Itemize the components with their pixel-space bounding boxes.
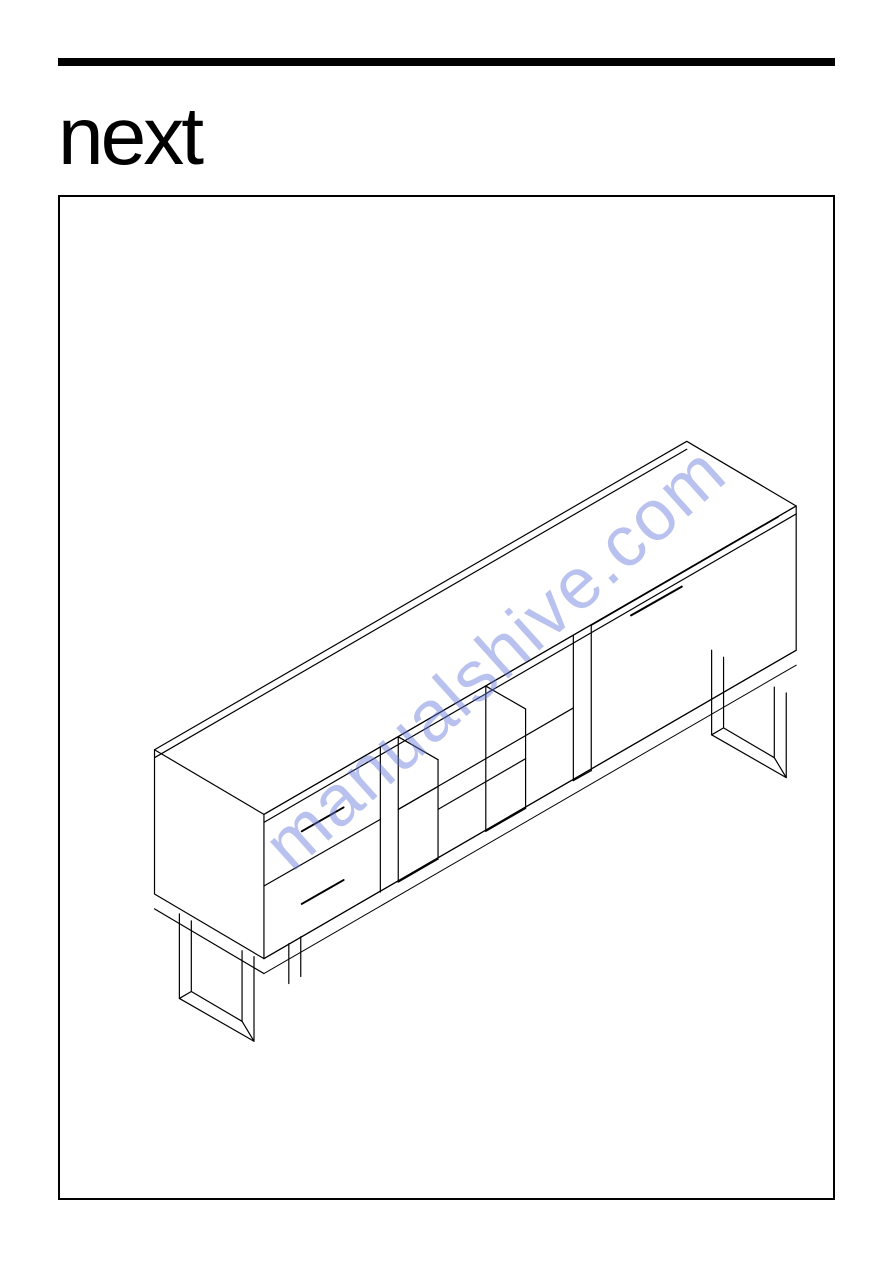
page-container: next (0, 0, 893, 1263)
content-frame: manualshive.com (58, 195, 835, 1200)
furniture-diagram (60, 197, 833, 1198)
top-horizontal-rule (58, 58, 835, 66)
brand-logo: next (58, 90, 201, 184)
